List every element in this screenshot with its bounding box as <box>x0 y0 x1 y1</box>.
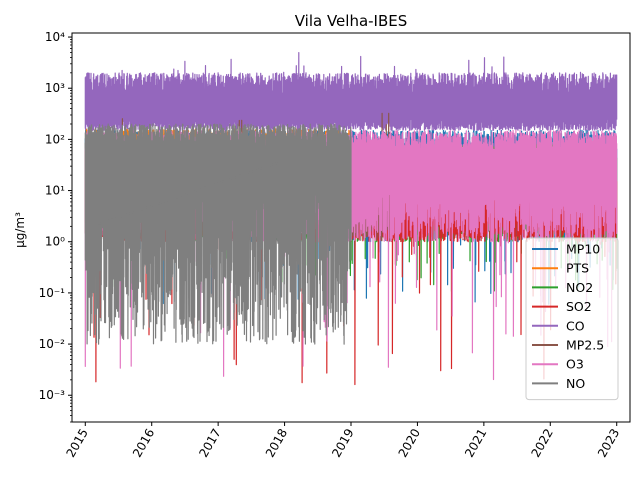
legend-label: O3 <box>566 357 584 372</box>
y-tick-label: 10⁻³ <box>39 388 66 402</box>
legend-label: CO <box>566 318 585 333</box>
legend-label: NO2 <box>566 280 593 295</box>
y-tick-label: 10⁻² <box>39 337 66 351</box>
y-tick-label: 10⁴ <box>45 30 65 44</box>
y-tick-label: 10² <box>45 132 65 146</box>
chart-title: Vila Velha-IBES <box>295 12 408 30</box>
legend-label: SO2 <box>566 299 592 314</box>
y-tick-label: 10¹ <box>45 184 65 198</box>
series-line-no <box>84 123 352 345</box>
series-trend-no <box>98 161 279 226</box>
legend: MP10 PTS NO2 SO2 CO MP2.5 O3 NO <box>525 237 619 401</box>
series-line-co <box>84 52 618 131</box>
y-tick-label: 10⁰ <box>45 235 65 249</box>
legend-label: PTS <box>566 261 589 276</box>
legend-label: MP2.5 <box>566 338 604 353</box>
legend-box <box>525 237 619 401</box>
plot-area <box>84 52 618 386</box>
y-tick-label: 10⁻¹ <box>39 286 66 300</box>
legend-label: NO <box>566 376 585 391</box>
y-tick-label: 10³ <box>45 81 65 95</box>
y-axis-label: µg/m³ <box>13 212 27 248</box>
legend-label: MP10 <box>566 242 600 257</box>
